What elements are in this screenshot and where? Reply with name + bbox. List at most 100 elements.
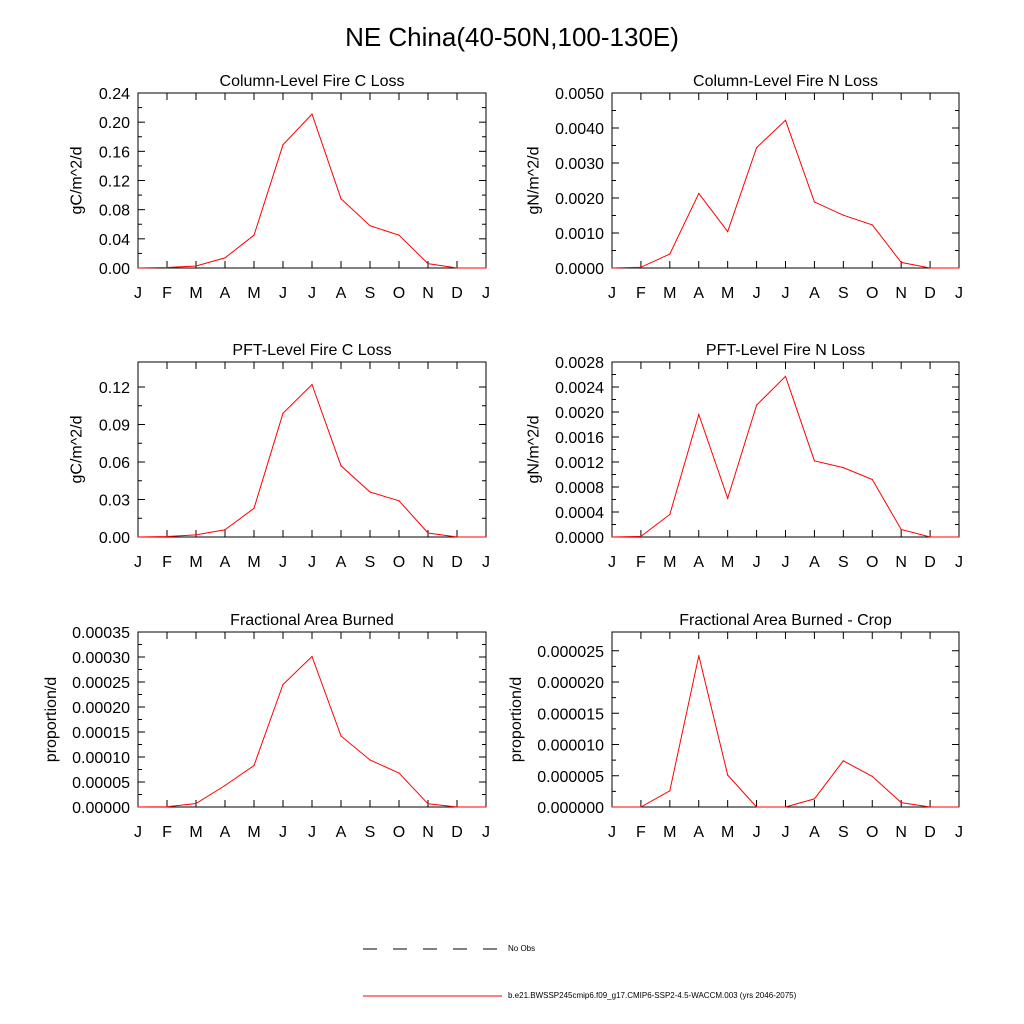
x-tick-label: D: [924, 824, 936, 841]
x-tick-label: J: [608, 824, 616, 841]
x-tick-label: J: [279, 285, 287, 302]
y-tick-label: 0.06: [99, 455, 130, 472]
x-tick-label: D: [451, 554, 463, 571]
x-tick-label: A: [220, 824, 231, 841]
y-tick-label: 0.04: [99, 232, 130, 249]
legend-label-no-obs: No Obs: [508, 944, 536, 953]
panel-title: PFT-Level Fire C Loss: [232, 342, 391, 359]
y-tick-label: 0.00020: [72, 700, 130, 717]
data-point: [929, 806, 931, 808]
y-axis-label: proportion/d: [508, 677, 525, 762]
data-point: [282, 683, 284, 686]
y-tick-label: 0.0000: [555, 530, 604, 547]
y-tick-label: 0.0004: [555, 505, 604, 522]
data-point: [166, 535, 168, 538]
data-point: [311, 655, 313, 658]
data-point: [640, 266, 642, 268]
x-tick-label: J: [482, 285, 490, 302]
data-point: [698, 413, 700, 416]
data-point: [900, 802, 902, 804]
x-tick-label: N: [895, 554, 907, 571]
x-tick-label: J: [955, 824, 963, 841]
data-point: [727, 774, 729, 776]
y-tick-label: 0.00035: [72, 625, 130, 642]
y-tick-label: 0.16: [99, 144, 130, 161]
y-tick-label: 0.12: [99, 174, 130, 191]
x-tick-label: S: [365, 824, 376, 841]
y-tick-label: 0.0028: [555, 355, 604, 372]
x-tick-label: A: [809, 824, 820, 841]
y-tick-label: 0.0008: [555, 480, 604, 497]
data-point: [369, 225, 371, 227]
plot-frame: [137, 361, 487, 538]
x-tick-label: J: [753, 554, 761, 571]
x-tick-label: J: [782, 554, 790, 571]
data-point: [640, 535, 642, 537]
plot-frame: [137, 631, 487, 808]
data-point: [871, 775, 873, 777]
data-point: [784, 375, 787, 377]
x-tick-label: F: [162, 285, 172, 302]
series-line: [137, 655, 486, 808]
x-tick-label: J: [134, 554, 142, 571]
x-tick-label: O: [393, 285, 405, 302]
y-tick-label: 0.08: [99, 203, 130, 220]
x-tick-label: S: [365, 285, 376, 302]
data-point: [900, 261, 902, 263]
data-point: [813, 798, 816, 800]
data-point: [485, 536, 487, 538]
x-tick-label: D: [451, 285, 463, 302]
x-tick-label: J: [134, 824, 142, 841]
chart-panel-2: J F M A M J J A S O N D J0.00000.00100.00200.00300.0…: [525, 73, 963, 302]
y-tick-label: 0.0020: [555, 405, 604, 422]
x-tick-label: J: [608, 285, 616, 302]
data-point: [755, 147, 758, 149]
y-tick-label: 0.0010: [555, 226, 604, 243]
x-tick-label: D: [924, 554, 936, 571]
x-tick-label: M: [663, 285, 676, 302]
x-tick-label: A: [809, 554, 820, 571]
data-point: [929, 267, 931, 269]
x-tick-label: M: [663, 554, 676, 571]
y-tick-label: 0.000025: [537, 644, 604, 661]
series-line: [612, 655, 959, 808]
y-tick-label: 0.0050: [555, 86, 604, 103]
x-tick-label: O: [866, 554, 878, 571]
x-tick-label: A: [336, 285, 347, 302]
x-tick-label: F: [162, 824, 172, 841]
data-point: [340, 198, 342, 200]
x-tick-label: N: [422, 554, 434, 571]
y-tick-label: 0.12: [99, 380, 130, 397]
data-point: [698, 192, 700, 195]
y-axis-label: gC/m^2/d: [69, 147, 86, 215]
data-point: [398, 234, 400, 236]
data-point: [871, 478, 873, 481]
x-tick-label: M: [721, 824, 734, 841]
data-point: [224, 529, 226, 531]
plot-frame: [611, 361, 960, 538]
y-tick-label: 0.000010: [537, 738, 604, 755]
x-tick-label: J: [308, 554, 316, 571]
x-tick-label: J: [308, 824, 316, 841]
data-point: [137, 536, 139, 538]
x-tick-label: S: [365, 554, 376, 571]
x-tick-label: A: [693, 285, 704, 302]
x-tick-label: N: [895, 824, 907, 841]
data-point: [842, 467, 844, 469]
series-line: [611, 119, 959, 269]
data-point: [698, 655, 700, 657]
x-tick-label: J: [753, 285, 761, 302]
x-tick-label: S: [838, 554, 849, 571]
chart-panel-5: J F M A M J J A S O N D J0.000000.000050.000100.0001…: [43, 612, 490, 841]
data-point: [369, 491, 371, 493]
x-tick-label: J: [308, 285, 316, 302]
data-point: [842, 214, 844, 216]
data-point: [456, 806, 458, 808]
y-tick-label: 0.00015: [72, 725, 130, 742]
chart-panel-1: J F M A M J J A S O N D J0.000.040.080.120.160.200.2…: [69, 73, 490, 302]
y-tick-label: 0.000020: [537, 675, 604, 692]
data-point: [727, 497, 729, 499]
data-point: [253, 234, 255, 236]
x-tick-label: F: [162, 554, 172, 571]
data-point: [669, 790, 671, 792]
